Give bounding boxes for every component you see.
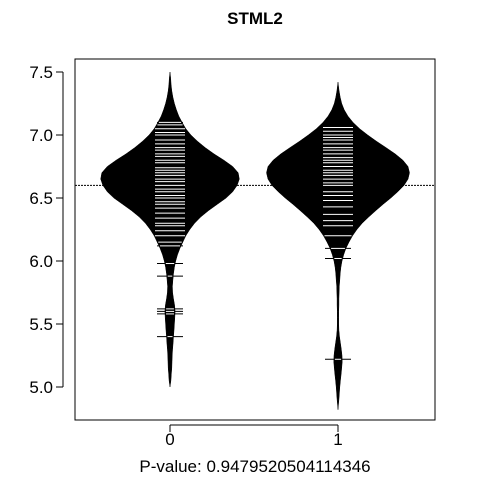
y-tick-label: 5.0 <box>29 378 53 397</box>
bean-density-1 <box>266 82 410 410</box>
y-axis: 5.0 5.5 6.0 6.5 7.0 7.5 <box>29 63 64 397</box>
bean-1 <box>266 82 410 410</box>
plot-frame <box>74 58 436 421</box>
bean-0 <box>100 71 240 388</box>
x-tick-label: 1 <box>333 430 342 449</box>
y-tick-label: 7.5 <box>29 63 53 82</box>
x-tick-label: 0 <box>165 430 174 449</box>
y-tick-label: 6.0 <box>29 252 53 271</box>
bean-density-0 <box>100 71 240 388</box>
beans-group <box>100 71 410 410</box>
chart-title: STML2 <box>227 9 283 28</box>
y-tick-label: 6.5 <box>29 189 53 208</box>
y-tick-label: 7.0 <box>29 126 53 145</box>
y-tick-label: 5.5 <box>29 315 53 334</box>
p-value-label: P-value: 0.9479520504114346 <box>139 457 370 476</box>
